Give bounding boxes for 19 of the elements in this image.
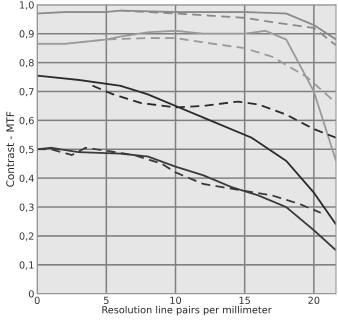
y-tick-label: 0,4 [20,174,34,183]
y-tick-label: 0,9 [20,30,34,39]
y-axis-title: Contrast - MTF [6,112,14,187]
y-tick-label: 0,6 [20,116,34,126]
y-tick-label: 1,0 [20,1,34,10]
x-tick-label: 15 [240,296,250,304]
line-series [37,74,336,226]
y-tick-label: 0,1 [20,261,34,270]
y-tick-label: 0,5 [20,146,34,154]
y-tick-label: 0,3 [20,204,34,212]
y-tick-label: 0,8 [20,59,34,68]
y-tick-label: 0,2 [20,232,34,241]
x-tick-label: 5 [104,296,109,304]
x-axis-title: Resolution line pairs per millimeter [102,306,272,316]
y-tick-label: 0 [28,290,34,298]
x-tick-label: 10 [170,296,182,304]
x-tick-label: 0 [34,296,40,304]
x-tick-label: 20 [308,296,320,304]
y-tick-label: 0,7 [20,88,34,96]
